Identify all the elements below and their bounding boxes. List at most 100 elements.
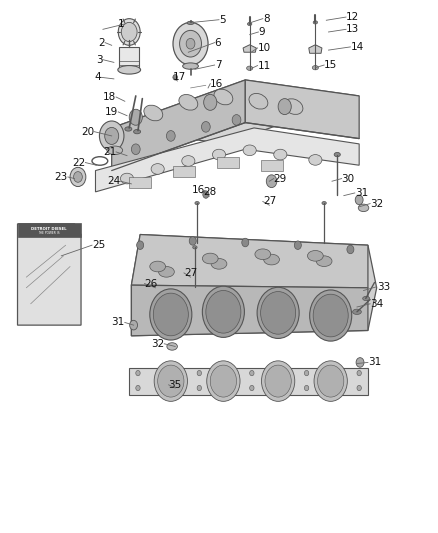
Text: DETROIT DIESEL: DETROIT DIESEL xyxy=(31,227,67,231)
Ellipse shape xyxy=(353,309,361,314)
Ellipse shape xyxy=(107,146,123,155)
Ellipse shape xyxy=(358,204,369,212)
Circle shape xyxy=(318,365,344,397)
Ellipse shape xyxy=(247,22,252,26)
Text: 32: 32 xyxy=(370,199,383,208)
Circle shape xyxy=(153,293,188,336)
Polygon shape xyxy=(95,128,359,192)
Text: THE POWER IS: THE POWER IS xyxy=(38,231,60,235)
Circle shape xyxy=(202,286,244,337)
Text: 24: 24 xyxy=(107,176,120,186)
Circle shape xyxy=(70,167,86,187)
Circle shape xyxy=(158,365,184,397)
Ellipse shape xyxy=(187,21,194,25)
Ellipse shape xyxy=(182,156,195,166)
Ellipse shape xyxy=(202,253,218,264)
Text: 1: 1 xyxy=(118,19,125,29)
Circle shape xyxy=(204,94,217,110)
Circle shape xyxy=(357,385,361,391)
Text: 31: 31 xyxy=(368,358,381,367)
Ellipse shape xyxy=(125,127,132,131)
Circle shape xyxy=(265,365,291,397)
Circle shape xyxy=(166,131,175,141)
Circle shape xyxy=(206,290,241,333)
Ellipse shape xyxy=(167,343,177,350)
Ellipse shape xyxy=(151,164,164,174)
Ellipse shape xyxy=(195,201,199,205)
Text: 8: 8 xyxy=(263,14,269,23)
Ellipse shape xyxy=(118,66,141,74)
Polygon shape xyxy=(112,80,245,171)
Ellipse shape xyxy=(313,21,318,24)
Bar xyxy=(119,47,139,69)
Ellipse shape xyxy=(134,130,141,134)
Polygon shape xyxy=(217,157,239,168)
Circle shape xyxy=(129,109,142,125)
Circle shape xyxy=(257,287,299,338)
Ellipse shape xyxy=(150,261,166,272)
Circle shape xyxy=(357,370,361,376)
Polygon shape xyxy=(261,160,283,171)
Circle shape xyxy=(313,294,348,337)
Ellipse shape xyxy=(274,149,287,160)
Text: 22: 22 xyxy=(72,158,85,167)
Circle shape xyxy=(294,241,301,249)
Ellipse shape xyxy=(120,173,134,184)
Ellipse shape xyxy=(312,66,318,70)
Circle shape xyxy=(99,121,124,151)
Ellipse shape xyxy=(316,256,332,266)
Circle shape xyxy=(186,38,195,49)
Polygon shape xyxy=(173,166,195,177)
Circle shape xyxy=(310,290,352,341)
Circle shape xyxy=(210,365,237,397)
Circle shape xyxy=(136,385,140,391)
Circle shape xyxy=(180,30,201,57)
Text: 6: 6 xyxy=(215,38,221,47)
Polygon shape xyxy=(309,45,322,53)
Ellipse shape xyxy=(144,105,163,121)
Text: 31: 31 xyxy=(355,188,368,198)
Text: 32: 32 xyxy=(151,339,164,349)
Ellipse shape xyxy=(183,63,198,69)
Circle shape xyxy=(74,172,82,182)
Text: 25: 25 xyxy=(92,240,105,250)
Polygon shape xyxy=(129,177,151,188)
Circle shape xyxy=(266,175,277,188)
Ellipse shape xyxy=(214,89,233,105)
Circle shape xyxy=(278,99,291,115)
Circle shape xyxy=(201,122,210,132)
Text: 17: 17 xyxy=(173,72,186,82)
Text: 20: 20 xyxy=(81,127,94,136)
Text: 5: 5 xyxy=(219,15,226,25)
Text: 3: 3 xyxy=(96,55,103,64)
Circle shape xyxy=(356,358,364,367)
Circle shape xyxy=(130,320,138,330)
Text: 7: 7 xyxy=(215,60,221,70)
Circle shape xyxy=(304,370,309,376)
Text: 33: 33 xyxy=(377,282,390,292)
Polygon shape xyxy=(131,235,377,336)
Text: 23: 23 xyxy=(55,172,68,182)
Text: 34: 34 xyxy=(370,299,383,309)
Circle shape xyxy=(136,370,140,376)
Text: 27: 27 xyxy=(263,197,276,206)
Circle shape xyxy=(261,292,296,334)
Polygon shape xyxy=(243,45,256,52)
Circle shape xyxy=(105,127,119,144)
Text: 2: 2 xyxy=(99,38,105,47)
Ellipse shape xyxy=(212,149,226,160)
Circle shape xyxy=(150,289,192,340)
Ellipse shape xyxy=(363,296,370,301)
Text: 35: 35 xyxy=(169,380,182,390)
Ellipse shape xyxy=(159,266,174,277)
Text: 18: 18 xyxy=(103,92,116,102)
Text: 12: 12 xyxy=(346,12,359,22)
Text: 10: 10 xyxy=(258,43,271,53)
Text: 4: 4 xyxy=(94,72,101,82)
Circle shape xyxy=(250,370,254,376)
Circle shape xyxy=(207,361,240,401)
Ellipse shape xyxy=(211,259,227,269)
Polygon shape xyxy=(245,80,359,139)
Circle shape xyxy=(118,19,140,45)
Ellipse shape xyxy=(264,254,279,265)
